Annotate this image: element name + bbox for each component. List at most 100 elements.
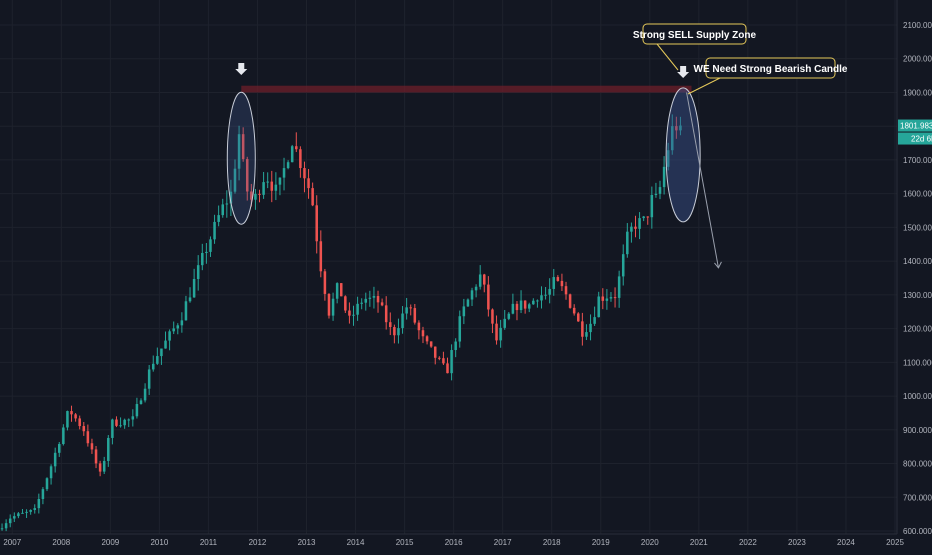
- candle-body: [621, 254, 625, 277]
- candle-body: [675, 126, 678, 131]
- candle-body: [37, 499, 41, 509]
- candle-body: [290, 146, 294, 163]
- candle-body: [327, 293, 331, 316]
- candle-body: [319, 241, 323, 272]
- candle-body: [229, 191, 233, 204]
- candle-body: [609, 297, 613, 299]
- candle-body: [564, 286, 568, 295]
- candle-body: [544, 294, 547, 296]
- candle-body: [372, 296, 376, 298]
- candle-body: [123, 419, 126, 426]
- time-tick-label: 2007: [3, 538, 21, 547]
- candle-body: [282, 168, 286, 178]
- time-tick-label: 2008: [52, 538, 70, 547]
- candle-body: [352, 314, 355, 316]
- candle-body: [393, 327, 396, 336]
- candle-body: [250, 191, 253, 200]
- candle-body: [156, 356, 159, 364]
- candle-body: [344, 296, 347, 311]
- candle-body: [556, 277, 560, 281]
- candle-body: [389, 322, 392, 328]
- candle-body: [384, 305, 388, 323]
- candle-body: [589, 323, 592, 333]
- annotation-strong-sell-supply-zone: Strong SELL Supply Zone: [633, 23, 757, 71]
- annotation-need-bearish-candle: WE Need Strong Bearish Candle: [687, 57, 848, 95]
- down-arrow-icon: [235, 63, 248, 75]
- candle-body: [650, 195, 654, 218]
- candle-body: [237, 134, 241, 169]
- candle-body: [585, 332, 588, 337]
- candle-body: [66, 411, 69, 428]
- callout-pointer: [656, 43, 679, 71]
- candle-body: [41, 489, 45, 500]
- candle-body: [143, 388, 147, 401]
- candle-body: [662, 166, 666, 188]
- candle-body: [532, 300, 535, 305]
- callout-text: Strong SELL Supply Zone: [633, 30, 757, 41]
- candle-body: [0, 528, 4, 530]
- candle-body: [572, 307, 576, 314]
- candle-body: [139, 400, 143, 405]
- candle-body: [405, 307, 408, 314]
- candle-body: [421, 330, 425, 337]
- candle-body: [364, 298, 368, 303]
- candle-body: [4, 523, 8, 529]
- candle-body: [147, 369, 151, 389]
- candle-body: [33, 508, 37, 510]
- time-tick-label: 2025: [886, 538, 904, 547]
- candle-body: [593, 317, 596, 324]
- candle-body: [86, 431, 90, 444]
- candle-body: [450, 350, 453, 374]
- candle-body: [82, 426, 86, 432]
- candle-body: [94, 449, 98, 464]
- time-axis-panel[interactable]: [0, 534, 897, 550]
- price-tick-label: 1700.000: [903, 156, 932, 165]
- candle-body: [168, 331, 171, 341]
- candle-body: [164, 340, 167, 349]
- candle-body: [548, 288, 551, 295]
- down-arrow-icon: [677, 66, 690, 78]
- candle-body: [213, 221, 216, 240]
- time-tick-label: 2016: [445, 538, 463, 547]
- candle-body: [98, 463, 102, 472]
- candle-body: [270, 181, 274, 191]
- candle-body: [209, 239, 212, 252]
- candle-body: [278, 177, 282, 185]
- candle-body: [62, 427, 65, 445]
- annotations-layer: Strong SELL Supply Zone WE Need Strong Be…: [235, 23, 848, 269]
- time-tick-label: 2009: [101, 538, 119, 547]
- supply-zone-band: [241, 85, 692, 93]
- candle-body: [397, 328, 400, 336]
- candle-body: [172, 328, 175, 332]
- projection-line: [686, 92, 719, 268]
- candle-body: [511, 303, 515, 314]
- candle-body: [286, 162, 290, 169]
- candle-body: [225, 203, 229, 205]
- candle-body: [241, 134, 245, 160]
- candle-body: [442, 358, 445, 364]
- candle-body: [176, 325, 180, 329]
- candle-body: [466, 299, 470, 307]
- candle-body: [180, 320, 184, 326]
- candle-body: [425, 336, 429, 342]
- candle-body: [380, 302, 384, 306]
- candle-body: [135, 404, 139, 417]
- candle-body: [483, 274, 486, 285]
- candle-body: [642, 216, 645, 219]
- countdown-label: 22d 6h: [911, 135, 932, 144]
- candle-body: [605, 298, 609, 301]
- candle-body: [519, 300, 523, 311]
- candle-body: [433, 346, 437, 358]
- countdown-tag: [898, 132, 932, 145]
- ellipse-layer: [226, 87, 701, 225]
- price-axis-panel[interactable]: [897, 0, 932, 550]
- time-tick-label: 2010: [150, 538, 168, 547]
- candle-body: [413, 308, 417, 323]
- candle-body: [192, 278, 196, 298]
- candle-body: [368, 297, 372, 299]
- price-tick-label: 1500.000: [903, 223, 932, 232]
- candle-body: [474, 286, 478, 291]
- candle-body: [311, 188, 314, 206]
